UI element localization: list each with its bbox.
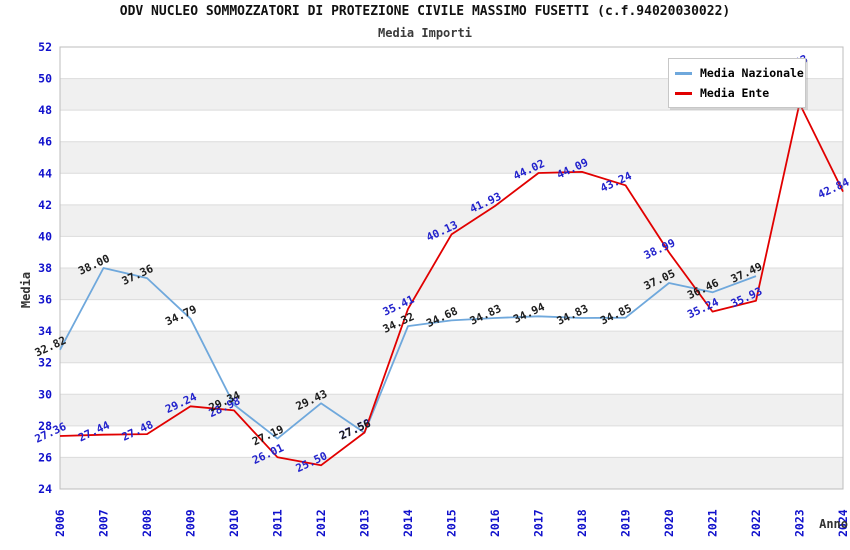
- nazionale-line-sample-icon: [675, 71, 692, 75]
- series-line-media-ente: [59, 102, 844, 467]
- chart-title: ODV NUCLEO SOMMOZZATORI DI PROTEZIONE CI…: [119, 4, 731, 19]
- x-tick-label: 2020: [662, 509, 676, 537]
- plot-band: [60, 362, 843, 395]
- x-tick-label: 2011: [271, 509, 285, 537]
- y-tick-label: 30: [38, 387, 52, 401]
- plot-band: [60, 331, 843, 363]
- x-tick-label: 2016: [488, 509, 502, 537]
- x-tick-label: 2008: [140, 509, 154, 537]
- plot-border: [59, 46, 844, 490]
- x-tick-label: 2015: [445, 509, 459, 537]
- legend-label: Media Ente: [700, 86, 770, 100]
- plot-band: [60, 299, 843, 332]
- x-tick-label: 2007: [97, 509, 111, 537]
- x-axis-label: Anno: [819, 517, 848, 531]
- x-tick-label: 2014: [401, 509, 415, 537]
- plot-band: [60, 236, 843, 268]
- x-tick-label: 2024: [836, 509, 850, 537]
- y-tick-label: 28: [38, 419, 52, 433]
- legend-item-media-ente: Media Ente: [675, 83, 799, 103]
- y-tick-label: 48: [38, 103, 52, 117]
- y-tick-label: 52: [38, 40, 52, 54]
- legend-item-media-nazionale: Media Nazionale: [675, 63, 804, 83]
- x-tick-label: 2009: [184, 509, 198, 537]
- plot-band: [60, 268, 843, 300]
- x-tick-label: 2006: [53, 509, 67, 537]
- chart-legend: Media Nazionale Media Ente: [668, 58, 806, 108]
- plot-band: [60, 204, 843, 237]
- y-tick-label: 26: [38, 450, 52, 464]
- plot-band: [60, 457, 843, 489]
- ente-line-sample-icon: [675, 91, 692, 95]
- plot-band: [60, 110, 843, 142]
- plot-band: [60, 173, 843, 205]
- plot-band: [60, 394, 843, 426]
- x-tick-label: 2010: [227, 509, 241, 537]
- series-line-media-nazionale: [59, 267, 757, 440]
- y-tick-label: 34: [38, 324, 52, 338]
- y-tick-label: 32: [38, 356, 52, 370]
- x-tick-label: 2019: [619, 509, 633, 537]
- y-tick-label: 24: [38, 482, 52, 496]
- y-tick-label: 44: [38, 166, 52, 180]
- x-tick-label: 2018: [575, 509, 589, 537]
- x-tick-label: 2012: [314, 509, 328, 537]
- x-tick-label: 2017: [532, 509, 546, 537]
- y-tick-label: 42: [38, 198, 52, 212]
- y-tick-label: 40: [38, 229, 52, 243]
- plot-band: [60, 141, 843, 174]
- y-tick-label: 46: [38, 135, 52, 149]
- legend-label: Media Nazionale: [700, 66, 804, 80]
- x-tick-label: 2023: [793, 509, 807, 537]
- y-tick-label: 36: [38, 293, 52, 307]
- x-tick-label: 2013: [358, 509, 372, 537]
- y-tick-label: 38: [38, 261, 52, 275]
- x-tick-label: 2022: [749, 509, 763, 537]
- plot-band: [60, 425, 843, 458]
- chart-subtitle: Media Importi: [378, 26, 472, 40]
- y-axis-label: Media: [19, 272, 33, 308]
- y-tick-label: 50: [38, 72, 52, 86]
- x-tick-label: 2021: [706, 509, 720, 537]
